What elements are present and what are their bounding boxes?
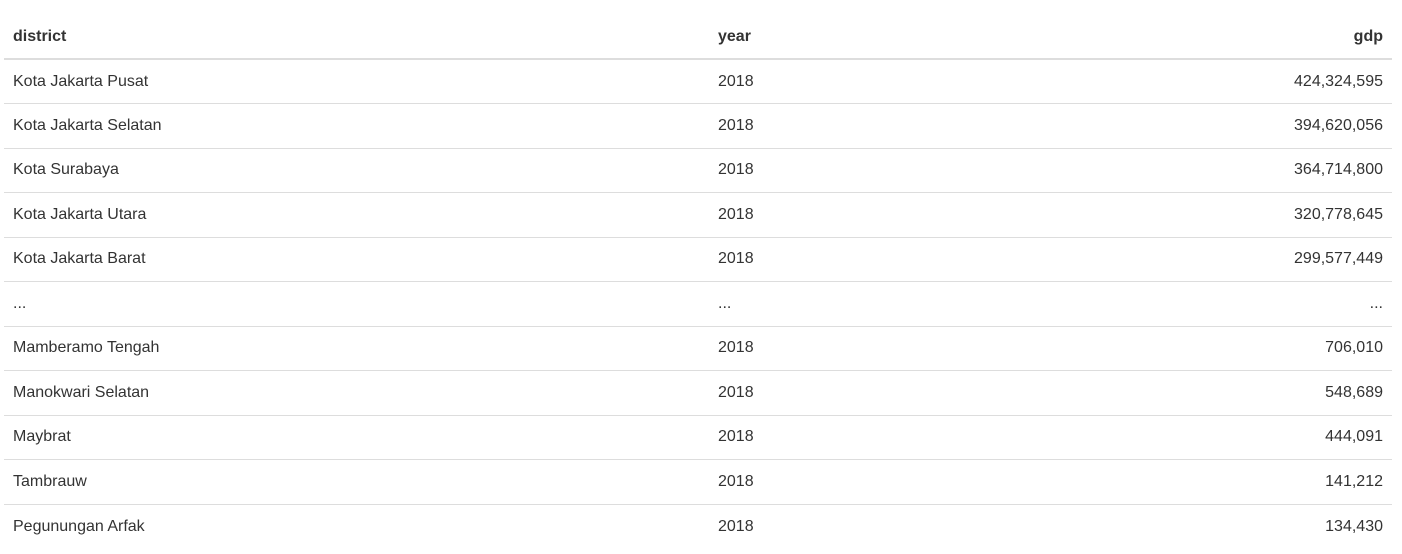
column-header-district: district [4,16,709,60]
table-row: Manokwari Selatan 2018 548,689 [4,370,1392,415]
table-row: Pegunungan Arfak 2018 134,430 [4,503,1392,549]
header-row: district year gdp [4,16,1392,60]
cell-gdp: 706,010 [1039,325,1392,371]
table-row: Kota Jakarta Pusat 2018 424,324,595 [4,59,1392,104]
cell-year: 2018 [709,236,1039,282]
data-table-container: district year gdp Kota Jakarta Pusat 201… [4,16,1392,549]
cell-district: Pegunungan Arfak [4,503,709,549]
cell-gdp: 444,091 [1039,414,1392,460]
cell-district: Kota Jakarta Utara [4,192,709,237]
table-row: Kota Jakarta Selatan 2018 394,620,056 [4,103,1392,148]
cell-gdp: 299,577,449 [1039,236,1392,282]
data-table: district year gdp Kota Jakarta Pusat 201… [4,16,1392,549]
cell-gdp: 134,430 [1039,503,1392,549]
cell-district: Kota Jakarta Pusat [13,72,149,90]
table-row: Kota Jakarta Utara 2018 320,778,645 [4,192,1392,237]
cell-district: ... [4,281,709,326]
cell-district: Kota Jakarta Selatan [4,103,709,148]
cell-year: 2018 [709,103,1039,148]
cell-year: 2018 [709,325,1039,371]
table-row: Kota Surabaya 2018 364,714,800 [4,147,1392,193]
cell-gdp: ... [1039,281,1392,326]
table-row: Tambrauw 2018 141,212 [4,459,1392,504]
cell-district: Manokwari Selatan [4,370,709,415]
cell-year: 2018 [709,192,1039,237]
cell-district: Mamberamo Tengah [4,325,709,371]
table-body: Kota Jakarta Pusat 2018 424,324,595 Kota… [4,59,1392,549]
ellipsis-row: ... ... ... [4,281,1392,326]
table-header: district year gdp [4,16,1392,60]
cell-gdp: 548,689 [1039,370,1392,415]
cell-gdp: 320,778,645 [1039,192,1392,237]
cell-gdp: 364,714,800 [1039,147,1392,193]
cell-district: Tambrauw [4,459,709,504]
cell-district: Kota Jakarta Barat [4,236,709,282]
cell-year: 2018 [709,370,1039,415]
column-header-gdp: gdp [1039,16,1392,60]
cell-year: ... [709,281,1039,326]
cell-year: 2018 [709,459,1039,504]
cell-year: 2018 [718,72,754,90]
column-header-year: year [709,16,1039,60]
cell-year: 2018 [709,414,1039,460]
cell-gdp: 141,212 [1039,459,1392,504]
cell-district: Kota Surabaya [4,147,709,193]
cell-year: 2018 [709,147,1039,193]
cell-gdp: 424,324,595 [1294,72,1383,90]
cell-year: 2018 [709,503,1039,549]
cell-gdp: 394,620,056 [1039,103,1392,148]
table-row: Mamberamo Tengah 2018 706,010 [4,325,1392,371]
table-row: Kota Jakarta Barat 2018 299,577,449 [4,236,1392,282]
cell-district: Maybrat [4,414,709,460]
table-row: Maybrat 2018 444,091 [4,414,1392,460]
